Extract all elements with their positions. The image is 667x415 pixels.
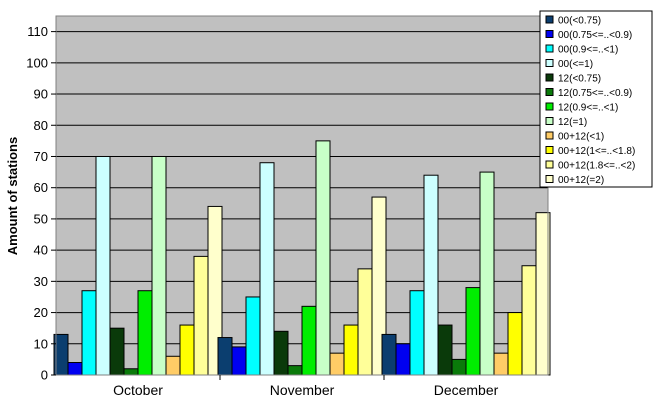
legend-label: 00(0.75<=..<0.9) <box>558 30 632 41</box>
legend-swatch <box>545 160 554 169</box>
bar <box>329 352 345 376</box>
legend-label: 12(=1) <box>558 117 587 128</box>
legend-label: 00(<0.75) <box>558 16 601 27</box>
y-tick-label: 60 <box>34 180 48 195</box>
y-tick-label: 30 <box>34 274 48 289</box>
bar <box>357 268 373 376</box>
plot-area <box>53 15 551 376</box>
bar <box>423 174 439 376</box>
x-tick-label: December <box>434 382 499 398</box>
legend-swatch <box>545 117 554 125</box>
legend-swatch <box>545 73 554 82</box>
y-axis-label: Amount of stations <box>5 137 20 255</box>
legend-swatch <box>545 44 554 53</box>
x-tick-label: November <box>270 382 335 398</box>
bar <box>245 296 261 376</box>
x-axis: October November December <box>113 375 499 398</box>
y-tick-label: 110 <box>27 24 48 39</box>
bar <box>231 346 247 376</box>
bar <box>151 155 167 376</box>
legend-box <box>539 10 653 188</box>
bar <box>165 355 181 376</box>
bar <box>109 327 125 376</box>
bar <box>315 140 331 376</box>
legend-label: 00+12(<1) <box>558 132 604 143</box>
bar <box>287 365 303 376</box>
bar <box>259 162 275 376</box>
y-tick-label: 0 <box>41 368 48 383</box>
bar <box>451 358 467 376</box>
legend-swatch <box>545 30 554 38</box>
legend-label: 12(0.75<=..<0.9) <box>558 88 632 99</box>
bar <box>301 305 317 376</box>
bar <box>179 324 195 376</box>
bar <box>81 290 97 376</box>
plot-border <box>55 15 549 376</box>
bar <box>95 155 111 376</box>
legend: 00(<0.75) 00(0.75<=..<0.9) 00(0.9<=..<1) 00… <box>539 10 653 188</box>
bar <box>409 290 425 376</box>
legend-swatch <box>545 88 554 96</box>
legend-label: 12(0.9<=..<1) <box>558 103 618 114</box>
bar <box>493 352 509 376</box>
bar <box>381 333 397 376</box>
bar <box>437 324 453 376</box>
legend-swatch <box>545 59 554 67</box>
bar <box>395 343 411 376</box>
legend-swatch <box>545 175 554 183</box>
legend-swatch <box>545 131 554 140</box>
legend-label: 00(0.9<=..<1) <box>558 45 618 56</box>
legend-swatch <box>545 146 554 154</box>
y-tick-label: 20 <box>34 305 48 320</box>
y-tick-label: 100 <box>26 55 48 70</box>
bar <box>521 265 537 376</box>
bar <box>217 337 233 376</box>
y-axis: 0 10 20 30 40 50 60 70 80 90 100 110 <box>26 24 56 383</box>
legend-swatch <box>545 102 554 111</box>
legend-label: 12(<0.75) <box>558 74 601 85</box>
bar <box>465 287 481 376</box>
bar <box>123 368 139 376</box>
y-tick-label: 10 <box>34 336 48 351</box>
legend-label: 00+12(=2) <box>558 175 604 186</box>
x-tick-label: October <box>113 382 163 398</box>
legend-swatch <box>545 15 554 24</box>
bar <box>479 171 495 376</box>
legend-label: 00+12(1.8<=..<2) <box>558 161 635 172</box>
bar <box>137 290 153 376</box>
bar <box>343 324 359 376</box>
y-tick-label: 70 <box>34 149 48 164</box>
bar <box>193 255 209 376</box>
y-tick-label: 50 <box>34 211 48 226</box>
y-tick-label: 40 <box>34 243 48 258</box>
bar <box>507 312 523 376</box>
y-tick-label: 90 <box>34 87 48 102</box>
bar <box>67 362 83 376</box>
y-tick-label: 80 <box>34 118 48 133</box>
bar <box>273 330 289 376</box>
legend-label: 00+12(1<=..<1.8) <box>558 146 635 157</box>
legend-label: 00(<=1) <box>558 59 593 70</box>
